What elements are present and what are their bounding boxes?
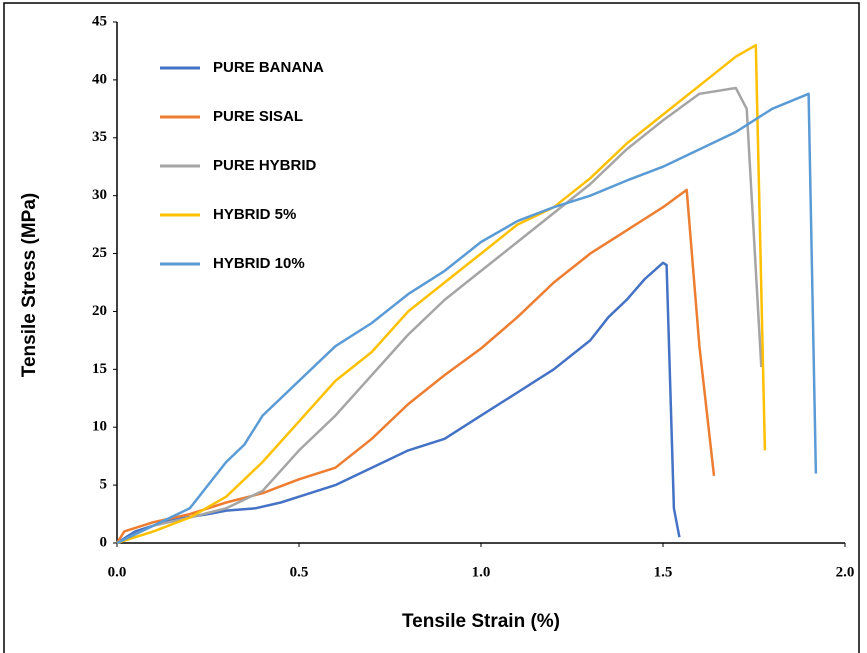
y-axis-label: Tensile Stress (MPa)	[19, 193, 40, 377]
x-tick-label: 0.0	[108, 564, 127, 580]
series-line	[115, 188, 716, 544]
x-tick-label: 0.5	[290, 564, 309, 580]
x-tick-label: 1.0	[472, 564, 491, 580]
series-line	[116, 261, 681, 545]
legend-label: PURE HYBRID	[213, 157, 317, 174]
legend-label: HYBRID 10%	[213, 255, 305, 272]
y-tick-label: 20	[92, 303, 107, 319]
x-axis-label: Tensile Strain (%)	[402, 611, 560, 632]
series-line	[116, 43, 767, 545]
y-tick-label: 5	[100, 477, 108, 493]
y-tick-label: 35	[92, 129, 107, 145]
y-tick-label: 45	[92, 13, 107, 29]
x-tick-label: 2.0	[836, 564, 855, 580]
y-tick-label: 10	[92, 419, 107, 435]
x-tick-label: 1.5	[654, 564, 673, 580]
legend-label: HYBRID 5%	[213, 206, 296, 223]
y-tick-label: 0	[100, 534, 108, 550]
y-tick-label: 15	[92, 361, 107, 377]
y-tick-label: 25	[92, 245, 107, 261]
series-line	[116, 92, 818, 545]
series-line	[116, 86, 763, 545]
y-tick-label: 30	[92, 187, 107, 203]
y-tick-label: 40	[92, 71, 107, 87]
frame	[3, 2, 860, 653]
legend-label: PURE SISAL	[213, 108, 303, 125]
legend-label: PURE BANANA	[213, 59, 324, 76]
